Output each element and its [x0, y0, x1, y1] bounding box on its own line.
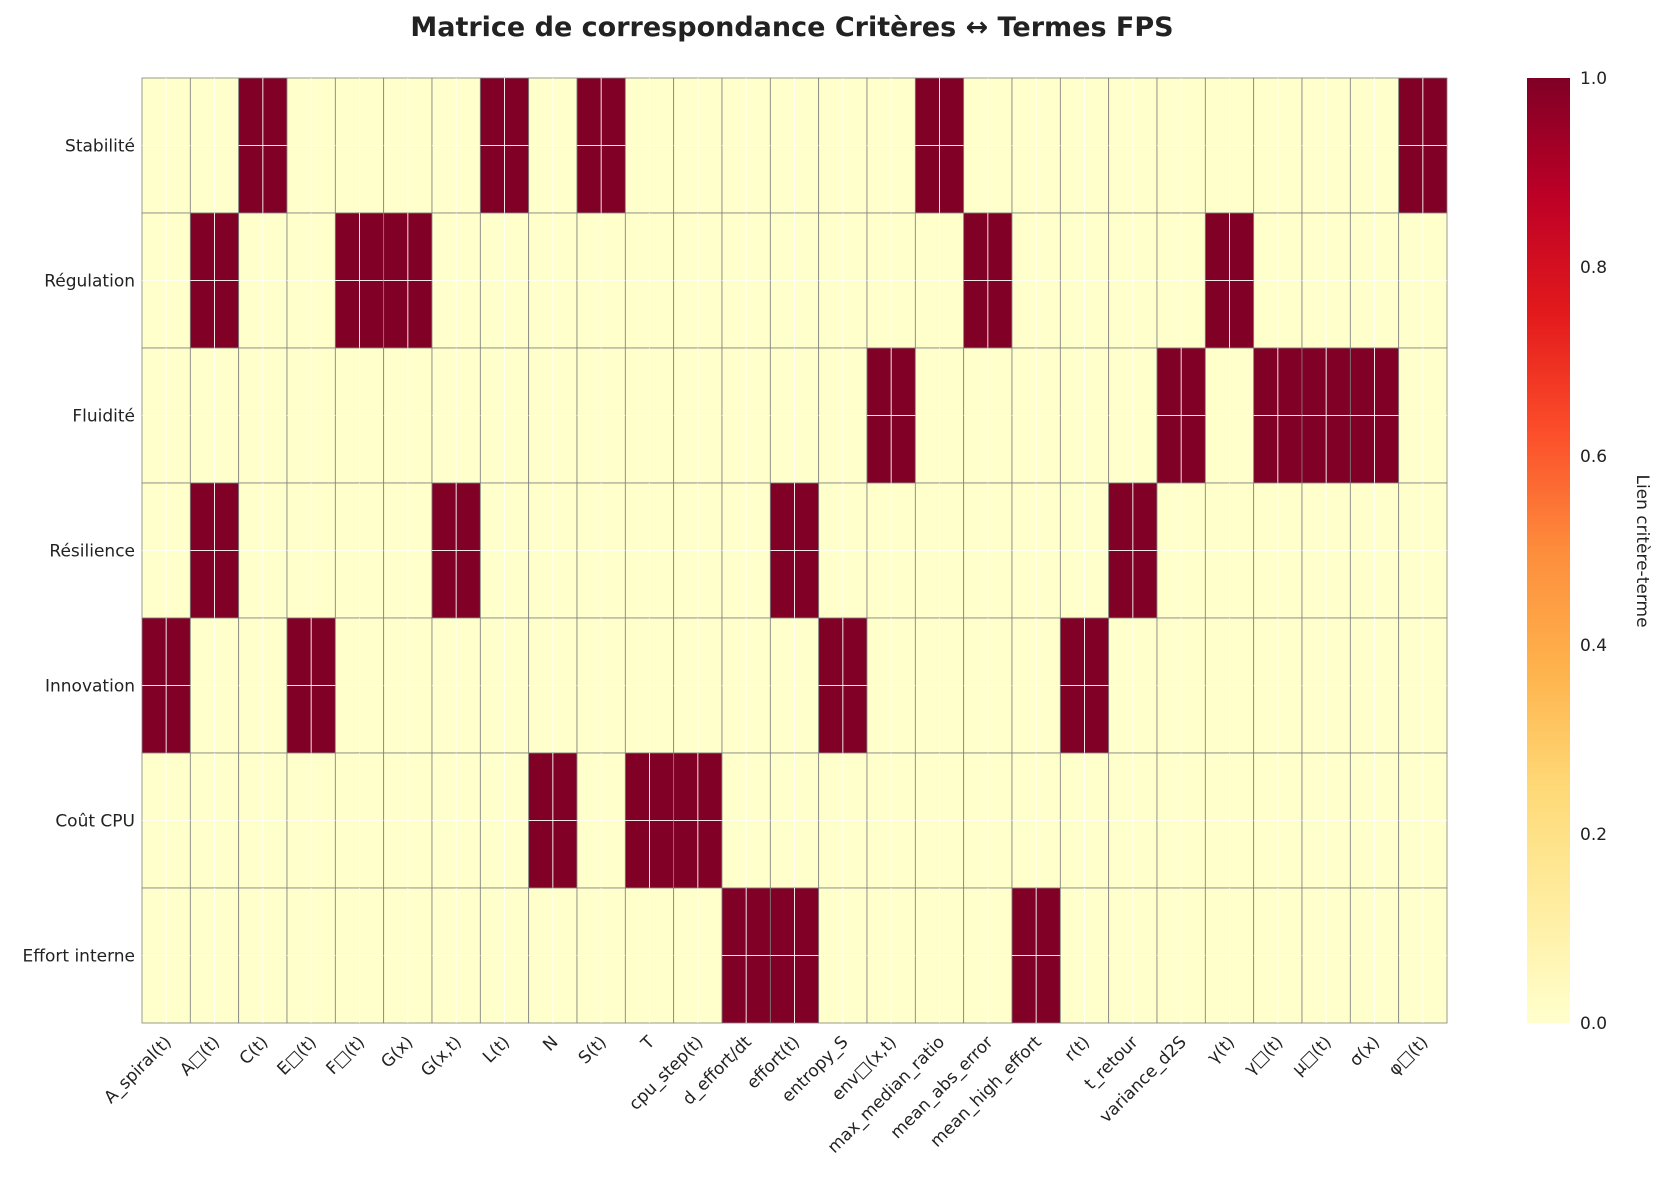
column-labels: A_spiral(t) A□(t) C(t) E□(t) F□(t) G(x) G(x,t)… [100, 1032, 1432, 1158]
column-label: φ□(t) [1385, 1032, 1433, 1080]
row-label: Stabilité [65, 137, 135, 157]
column-label: S(t) [575, 1032, 611, 1068]
column-label: r(t) [1061, 1032, 1094, 1065]
row-label: Résilience [49, 542, 135, 562]
row-labels: Stabilité Régulation Fluidité Résilience Inn… [23, 137, 135, 967]
colorbar: 0.0 0.2 0.4 0.6 0.8 1.0 [1527, 69, 1607, 1034]
colorbar-tick-label: 0.6 [1580, 447, 1607, 467]
column-label: G(x) [377, 1032, 417, 1072]
column-label: A_spiral(t) [100, 1032, 175, 1107]
colorbar-tick-label: 0.2 [1580, 825, 1607, 845]
column-label: G(x,t) [417, 1032, 465, 1080]
column-label: E□(t) [274, 1032, 321, 1079]
colorbar-tick-label: 1.0 [1580, 69, 1607, 89]
heatmap-cells [141, 77, 1448, 1024]
colorbar-tick-label: 0.8 [1580, 258, 1607, 278]
colorbar-tick-label: 0.4 [1580, 636, 1607, 656]
column-label: γ□(t) [1241, 1032, 1288, 1079]
row-label: Coût CPU [55, 812, 135, 832]
row-label: Régulation [44, 272, 135, 292]
column-label: γ(t) [1204, 1032, 1239, 1067]
row-label: Effort interne [23, 947, 135, 967]
column-label: F□(t) [323, 1032, 370, 1079]
column-label: L(t) [479, 1032, 514, 1067]
chart-title: Matrice de correspondance Critères ↔ Ter… [410, 12, 1173, 43]
row-label: Fluidité [72, 407, 135, 427]
column-label: N [539, 1032, 562, 1055]
colorbar-tick-label: 0.0 [1580, 1014, 1607, 1034]
column-label: μ□(t) [1288, 1032, 1335, 1079]
column-label: T [637, 1032, 660, 1055]
row-label: Innovation [45, 677, 135, 697]
column-label: A□(t) [176, 1032, 224, 1080]
colorbar-gradient [1527, 78, 1570, 1023]
colorbar-title: Lien critère-terme [1632, 474, 1652, 627]
column-label: σ(x) [1346, 1032, 1384, 1070]
column-label: C(t) [236, 1032, 273, 1069]
column-label: variance_d2S [1096, 1032, 1191, 1127]
